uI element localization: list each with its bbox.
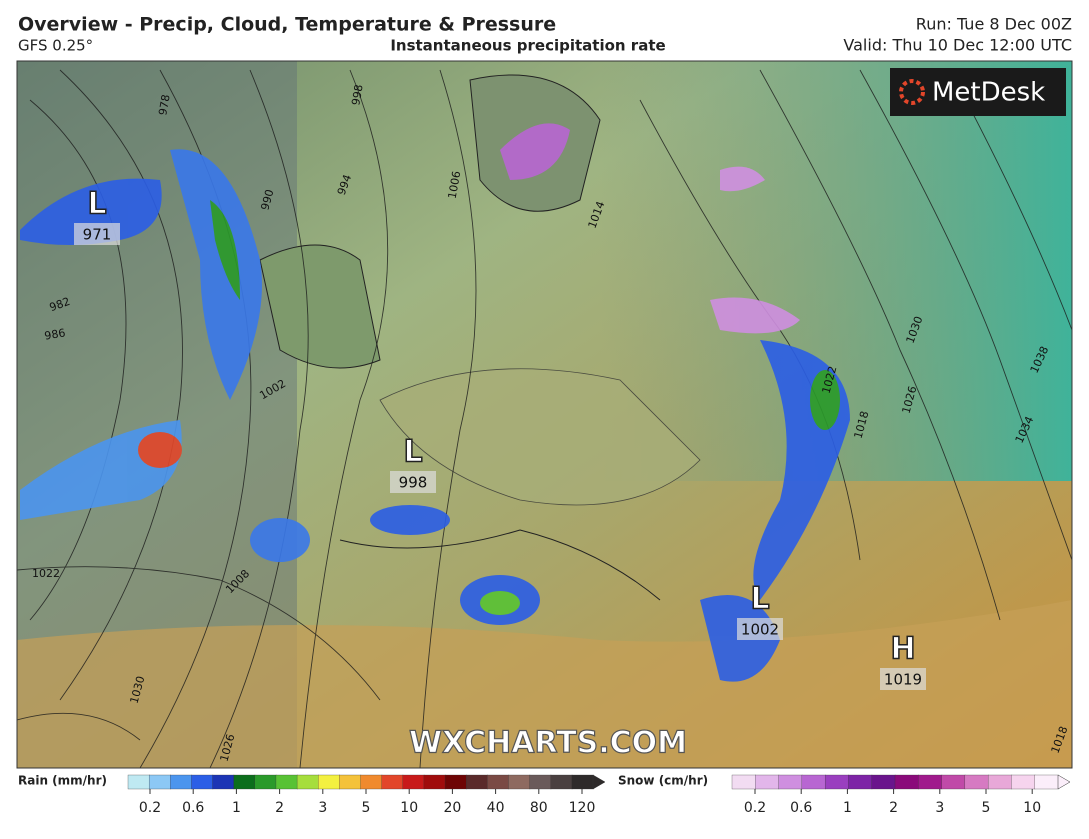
rain-tick-label: 2: [275, 800, 284, 816]
snow-color: [941, 774, 966, 790]
snow-color: [755, 774, 780, 790]
snow-tick-label: 3: [935, 800, 944, 816]
rain-color: [254, 774, 277, 790]
snow-tick-label: 2: [889, 800, 898, 816]
rain-tick-label: 120: [569, 800, 596, 816]
rain-tick-label: 0.6: [182, 800, 204, 816]
valid: Valid: Thu 10 Dec 12:00 UTC: [843, 36, 1072, 55]
isobar-label: 1006: [446, 170, 464, 200]
system-kind: L: [750, 582, 769, 617]
rain-tick-label: 80: [530, 800, 548, 816]
rain-color: [423, 774, 446, 790]
snow-tick-label: 10: [1023, 800, 1041, 816]
rain-color: [402, 774, 425, 790]
rain-color: [360, 774, 383, 790]
system-kind: H: [890, 632, 915, 667]
rain-color: [508, 774, 531, 790]
map-frame: [16, 60, 1073, 769]
system-pressure: 971: [83, 226, 112, 244]
rain-tick-label: 40: [487, 800, 505, 816]
rain-tick-label: 0.2: [139, 800, 161, 816]
rain-color: [148, 774, 171, 790]
rain-color: [550, 774, 573, 790]
rain-color: [487, 774, 510, 790]
system-kind: L: [403, 435, 422, 470]
snow-color: [778, 774, 803, 790]
rain-color: [127, 774, 150, 790]
pressure-box: [737, 618, 783, 640]
rain-color: [466, 774, 488, 790]
rain-color: [571, 774, 594, 790]
rain-color: [381, 774, 404, 790]
rain-color: [233, 774, 256, 790]
snow-tick-label: 0.6: [790, 800, 812, 816]
run: Run: Tue 8 Dec 00Z: [916, 15, 1072, 34]
snow-color: [987, 774, 1013, 790]
rain-color: [318, 774, 341, 790]
isobar-label: 998: [349, 83, 365, 106]
rain-tick-label: 5: [362, 800, 371, 816]
brand-box: [890, 68, 1066, 116]
rain-color: [191, 774, 214, 790]
snow-color: [894, 774, 919, 790]
pressure-box: [880, 668, 926, 690]
snow-color: [824, 774, 850, 790]
system-kind: L: [87, 187, 106, 222]
isobar-label: 990: [259, 188, 277, 212]
snow-color: [871, 774, 896, 790]
snow-tick-label: 0.2: [744, 800, 766, 816]
rain-arrow: [592, 774, 606, 790]
rain-color: [444, 774, 467, 790]
rain-tick-label: 1: [232, 800, 241, 816]
snow-color: [1011, 774, 1036, 790]
snow-color: [801, 774, 826, 790]
rain-legend-label: Rain (mm/hr): [18, 774, 107, 788]
watermark: WXCHARTS.COM: [409, 726, 687, 761]
subtitle: Instantaneous precipitation rate: [390, 37, 665, 55]
rain-tick-label: 3: [318, 800, 327, 816]
isobar-label: 986: [43, 326, 66, 342]
snow-color: [731, 774, 756, 790]
snow-color: [848, 774, 873, 790]
snow-legend-label: Snow (cm/hr): [618, 774, 708, 788]
isobar-label: 978: [156, 93, 172, 116]
pressure-box: [74, 223, 120, 245]
system-pressure: 1002: [741, 621, 779, 639]
snow-color: [918, 774, 943, 790]
rain-color: [296, 774, 319, 790]
map: MetDesk WXCHARTS.COM L 971 L 998 L 1002 H 1019 9…: [17, 61, 1072, 768]
rain-color: [170, 774, 193, 790]
snow-tick-label: 1: [843, 800, 852, 816]
rain-color: [275, 774, 298, 790]
snow-color: [964, 774, 989, 790]
isobar-label: 1022: [32, 567, 60, 580]
rain-color: [339, 774, 362, 790]
brand: MetDesk: [932, 78, 1045, 108]
model: GFS 0.25°: [18, 37, 93, 55]
system-pressure: 998: [399, 474, 428, 492]
snow-color: [1034, 774, 1059, 790]
snow-arrow: [1057, 774, 1071, 790]
snow-tick-label: 5: [982, 800, 991, 816]
system-pressure: 1019: [884, 671, 922, 689]
rain-tick-label: 10: [400, 800, 418, 816]
title: Overview - Precip, Cloud, Temperature & …: [18, 14, 556, 36]
rain-tick-label: 20: [443, 800, 461, 816]
rain-color: [212, 774, 235, 790]
rain-color: [529, 774, 552, 790]
pressure-box: [390, 471, 436, 493]
